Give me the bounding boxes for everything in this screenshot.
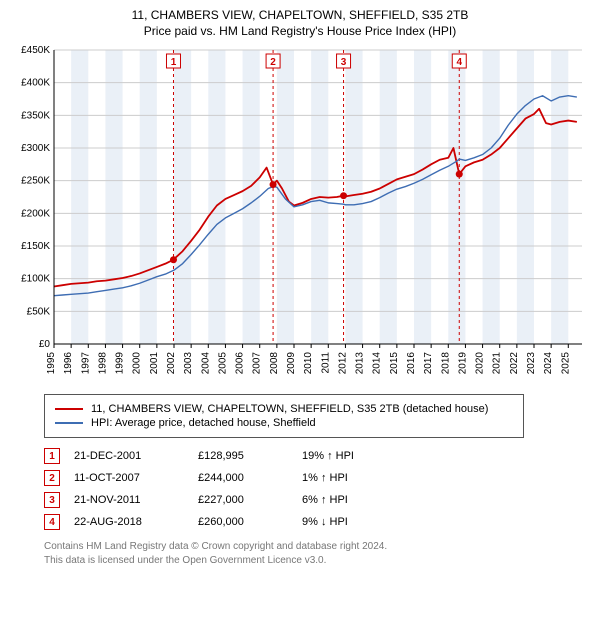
sales-row: 4 22-AUG-2018 £260,000 9% ↓ HPI <box>44 514 524 530</box>
y-axis-label: £300K <box>21 143 50 154</box>
sales-marker-box: 2 <box>44 470 60 486</box>
legend-swatch <box>55 422 83 423</box>
title-subtitle: Price paid vs. HM Land Registry's House … <box>8 24 592 38</box>
sales-diff: 6% ↑ HPI <box>302 494 412 506</box>
sales-date: 21-NOV-2011 <box>74 494 184 506</box>
x-axis-label: 2015 <box>389 352 400 375</box>
x-axis-label: 2006 <box>235 352 246 375</box>
sales-row: 3 21-NOV-2011 £227,000 6% ↑ HPI <box>44 492 524 508</box>
sales-table: 1 21-DEC-2001 £128,995 19% ↑ HPI 2 11-OCT-200… <box>44 448 524 530</box>
sales-price: £128,995 <box>198 450 288 462</box>
x-axis-label: 1997 <box>80 352 91 375</box>
x-axis-label: 2022 <box>509 352 520 375</box>
svg-text:3: 3 <box>341 57 347 68</box>
sales-diff: 19% ↑ HPI <box>302 450 412 462</box>
sales-marker-box: 1 <box>44 448 60 464</box>
legend-item: HPI: Average price, detached house, Shef… <box>55 417 513 429</box>
x-axis-label: 2011 <box>320 352 331 374</box>
svg-text:1: 1 <box>171 57 177 68</box>
x-axis-label: 2023 <box>526 352 537 375</box>
x-axis-label: 2012 <box>337 352 348 375</box>
y-axis-label: £100K <box>21 274 50 285</box>
sales-marker-box: 3 <box>44 492 60 508</box>
y-axis-label: £150K <box>21 241 50 252</box>
x-axis-label: 2021 <box>492 352 503 375</box>
x-axis-label: 2005 <box>217 352 228 375</box>
sales-diff: 9% ↓ HPI <box>302 516 412 528</box>
sales-diff: 1% ↑ HPI <box>302 472 412 484</box>
footer-line-1: Contains HM Land Registry data © Crown c… <box>44 540 592 554</box>
legend-swatch <box>55 408 83 410</box>
sale-point <box>340 192 347 199</box>
sales-row: 2 11-OCT-2007 £244,000 1% ↑ HPI <box>44 470 524 486</box>
y-axis-label: £200K <box>21 208 50 219</box>
svg-text:2: 2 <box>270 57 276 68</box>
x-axis-label: 2004 <box>200 352 211 375</box>
sales-price: £227,000 <box>198 494 288 506</box>
x-axis-label: 2008 <box>269 352 280 375</box>
legend-label: HPI: Average price, detached house, Shef… <box>91 417 316 429</box>
x-axis-label: 2020 <box>475 352 486 375</box>
x-axis-label: 2025 <box>560 352 571 375</box>
x-axis-label: 2001 <box>149 352 160 375</box>
y-axis-label: £400K <box>21 78 50 89</box>
legend-label: 11, CHAMBERS VIEW, CHAPELTOWN, SHEFFIELD… <box>91 403 488 415</box>
x-axis-label: 1996 <box>63 352 74 375</box>
y-axis-label: £0 <box>39 339 51 350</box>
sales-price: £260,000 <box>198 516 288 528</box>
x-axis-label: 2014 <box>372 352 383 375</box>
sales-marker-box: 4 <box>44 514 60 530</box>
x-axis-label: 2019 <box>457 352 468 375</box>
title-address: 11, CHAMBERS VIEW, CHAPELTOWN, SHEFFIELD… <box>8 8 592 22</box>
x-axis-label: 2007 <box>252 352 263 375</box>
x-axis-label: 2010 <box>303 352 314 375</box>
chart-container: £0 £50K £100K £150K £200K £250K £300K £350K £400… <box>8 44 592 384</box>
chart-svg: £0 £50K £100K £150K £200K £250K £300K £350K £400… <box>8 44 592 384</box>
sales-date: 21-DEC-2001 <box>74 450 184 462</box>
footer-attribution: Contains HM Land Registry data © Crown c… <box>44 540 592 568</box>
sales-price: £244,000 <box>198 472 288 484</box>
y-axis-label: £50K <box>27 306 51 317</box>
x-axis-label: 2016 <box>406 352 417 375</box>
x-axis-label: 2009 <box>286 352 297 375</box>
x-axis-label: 2013 <box>355 352 366 375</box>
sale-point <box>456 171 463 178</box>
sale-point <box>270 181 277 188</box>
x-axis-label: 2000 <box>132 352 143 375</box>
y-axis-label: £450K <box>21 45 50 56</box>
sales-date: 11-OCT-2007 <box>74 472 184 484</box>
x-axis-label: 2018 <box>440 352 451 375</box>
x-axis-label: 1995 <box>46 352 57 375</box>
x-axis-label: 2002 <box>166 352 177 375</box>
x-axis-label: 1998 <box>97 352 108 375</box>
y-axis-label: £250K <box>21 176 50 187</box>
sale-point <box>170 256 177 263</box>
x-axis-label: 2024 <box>543 352 554 375</box>
sales-date: 22-AUG-2018 <box>74 516 184 528</box>
y-axis-label: £350K <box>21 110 50 121</box>
sales-row: 1 21-DEC-2001 £128,995 19% ↑ HPI <box>44 448 524 464</box>
x-axis-label: 1999 <box>115 352 126 375</box>
svg-text:4: 4 <box>456 57 462 68</box>
legend-item: 11, CHAMBERS VIEW, CHAPELTOWN, SHEFFIELD… <box>55 403 513 415</box>
footer-line-2: This data is licensed under the Open Gov… <box>44 554 592 568</box>
x-axis-label: 2017 <box>423 352 434 375</box>
legend-box: 11, CHAMBERS VIEW, CHAPELTOWN, SHEFFIELD… <box>44 394 524 438</box>
x-axis-label: 2003 <box>183 352 194 375</box>
